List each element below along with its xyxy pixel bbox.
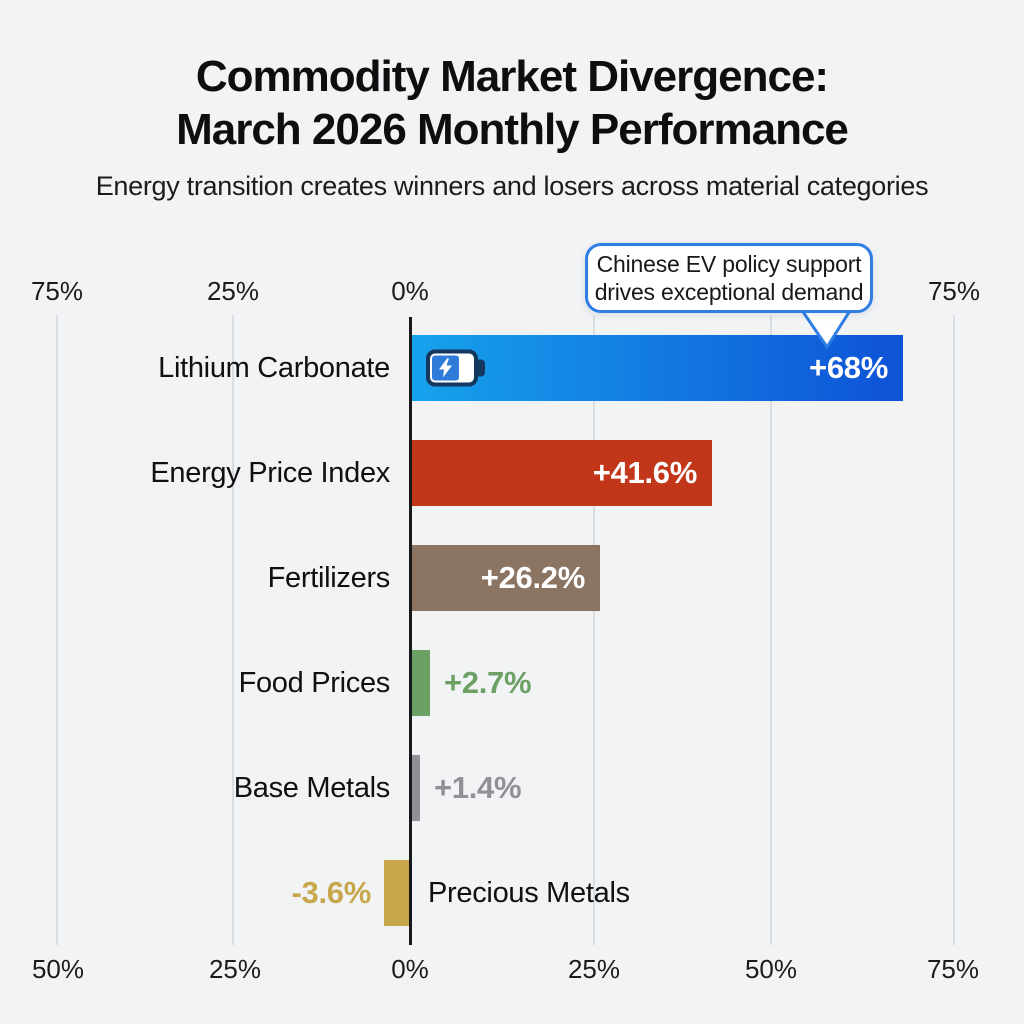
bar — [410, 755, 420, 821]
value-label: +68% — [809, 350, 888, 385]
bar — [410, 650, 430, 716]
grid-line — [593, 315, 595, 945]
category-label: Fertilizers — [267, 561, 391, 594]
grid-line — [232, 315, 234, 945]
title-line-2: March 2026 Monthly Performance — [176, 105, 849, 154]
lightning-bolt-icon — [439, 358, 453, 378]
bar — [410, 335, 903, 401]
bar — [410, 440, 712, 506]
axis-label-top: 75% — [30, 276, 84, 306]
grid-line — [770, 315, 772, 945]
annotation-callout: Chinese EV policy support drives excepti… — [585, 243, 873, 313]
value-label: +1.4% — [434, 770, 522, 805]
battery-nub — [478, 359, 485, 377]
value-label: +26.2% — [480, 560, 586, 595]
battery-charge-level — [432, 355, 460, 381]
callout-text-line-1: Chinese EV policy support — [596, 251, 862, 277]
battery-charging-icon — [426, 349, 485, 387]
category-label: Lithium Carbonate — [158, 351, 390, 384]
axis-label-top: 0% — [391, 276, 429, 306]
page-title: Commodity Market Divergence: March 2026 M… — [0, 50, 1024, 156]
battery-body — [430, 353, 474, 383]
grid-line — [56, 315, 58, 945]
axis-label-top: 25% — [206, 276, 260, 306]
category-label: Energy Price Index — [150, 456, 390, 489]
axis-label-bottom: 25% — [567, 954, 621, 984]
bar — [410, 545, 600, 611]
page-subtitle: Energy transition creates winners and lo… — [95, 171, 929, 201]
title-line-1: Commodity Market Divergence: — [195, 52, 829, 101]
axis-label-bottom: 25% — [208, 954, 262, 984]
callout-tail — [797, 306, 855, 349]
chart-header: Commodity Market Divergence: March 2026 M… — [0, 50, 1024, 202]
axis-label-bottom: 0% — [391, 954, 429, 984]
bar — [384, 860, 410, 926]
value-label: -3.6% — [291, 875, 372, 910]
axis-label-bottom: 50% — [744, 954, 798, 984]
axis-label-bottom: 50% — [31, 954, 85, 984]
x-axis-zero-line — [409, 317, 412, 945]
callout-text-line-2: drives exceptional demand — [594, 279, 864, 305]
value-label: +2.7% — [444, 665, 532, 700]
grid-line — [953, 315, 955, 945]
category-label: Precious Metals — [428, 876, 630, 909]
axis-label-bottom: 75% — [926, 954, 980, 984]
axis-label-top: 75% — [927, 276, 981, 306]
category-label: Base Metals — [233, 771, 391, 804]
value-label: +41.6% — [592, 455, 698, 490]
category-label: Food Prices — [238, 666, 391, 699]
